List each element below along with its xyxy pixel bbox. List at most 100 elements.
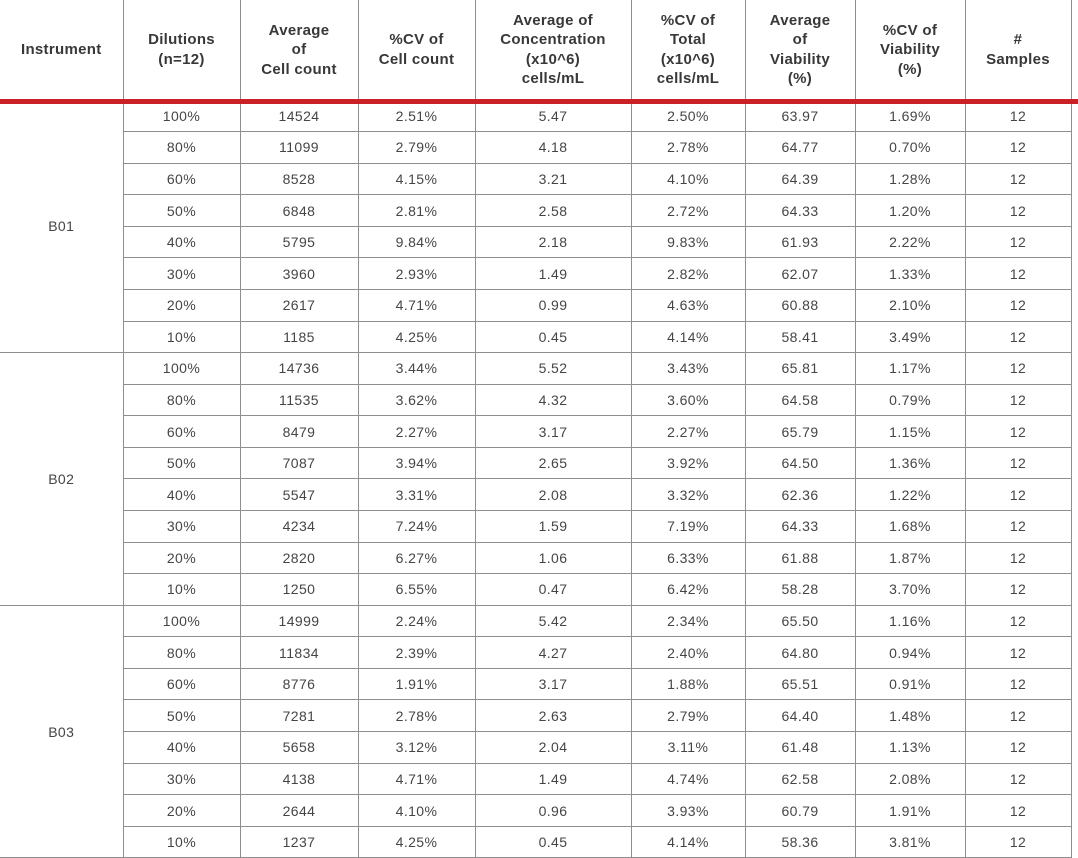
cell-cv-total: 4.14% xyxy=(630,825,746,858)
cell-num-samples: 12 xyxy=(964,446,1072,480)
cell-cv-viability: 0.70% xyxy=(854,131,966,164)
cell-avg-concentration: 2.04 xyxy=(474,731,632,764)
cell-num-samples: 12 xyxy=(964,320,1072,354)
cell-dilutions: 10% xyxy=(122,825,241,858)
header-row: Instrument Dilutions (n=12) Average of Cel… xyxy=(0,0,1072,100)
cell-cv-cell-count: 4.71% xyxy=(357,762,476,796)
cell-cv-viability: 1.17% xyxy=(854,352,966,385)
table-body: B01 100% 14524 2.51% 5.47 2.50% 63.97 1.69% 12 80… xyxy=(0,99,1072,858)
cell-avg-concentration: 0.99 xyxy=(474,288,632,322)
cell-avg-cell-count: 7087 xyxy=(239,446,359,480)
cell-avg-concentration: 1.49 xyxy=(474,762,632,796)
column-header-avg-viability: Average of Viability (%) xyxy=(744,0,856,100)
cell-instrument: B02 xyxy=(0,352,124,606)
cell-cv-viability: 3.49% xyxy=(854,320,966,354)
table-row: 20% 2644 4.10% 0.96 3.93% 60.79 1.91% 12 xyxy=(0,794,1072,827)
cell-cv-viability: 1.15% xyxy=(854,415,966,448)
cell-avg-concentration: 2.58 xyxy=(474,194,632,227)
cell-num-samples: 12 xyxy=(964,225,1072,259)
cell-avg-viability: 65.79 xyxy=(744,415,856,448)
cell-cv-cell-count: 2.78% xyxy=(357,699,476,733)
cell-num-samples: 12 xyxy=(964,573,1072,606)
cell-avg-viability: 64.33 xyxy=(744,194,856,227)
table-row: 50% 7281 2.78% 2.63 2.79% 64.40 1.48% 12 xyxy=(0,699,1072,733)
cell-cv-viability: 3.70% xyxy=(854,573,966,606)
cell-cv-viability: 1.68% xyxy=(854,510,966,543)
cell-avg-cell-count: 1185 xyxy=(239,320,359,354)
cell-cv-viability: 1.20% xyxy=(854,194,966,227)
cell-avg-viability: 64.33 xyxy=(744,510,856,543)
table-row: 10% 1185 4.25% 0.45 4.14% 58.41 3.49% 12 xyxy=(0,320,1072,354)
table-row: 10% 1250 6.55% 0.47 6.42% 58.28 3.70% 12 xyxy=(0,573,1072,606)
cell-cv-cell-count: 6.27% xyxy=(357,541,476,575)
cell-avg-viability: 60.79 xyxy=(744,794,856,827)
cell-avg-concentration: 0.45 xyxy=(474,320,632,354)
cell-cv-cell-count: 2.51% xyxy=(357,99,476,133)
table-row: 20% 2617 4.71% 0.99 4.63% 60.88 2.10% 12 xyxy=(0,288,1072,322)
cell-avg-concentration: 5.52 xyxy=(474,352,632,385)
cell-num-samples: 12 xyxy=(964,636,1072,669)
cell-avg-concentration: 0.45 xyxy=(474,825,632,858)
cell-cv-viability: 2.08% xyxy=(854,762,966,796)
cell-avg-cell-count: 14524 xyxy=(239,99,359,133)
table-row: 60% 8776 1.91% 3.17 1.88% 65.51 0.91% 12 xyxy=(0,667,1072,701)
cell-cv-total: 2.50% xyxy=(630,99,746,133)
column-header-avg-concentration: Average of Concentration (x10^6) cells/m… xyxy=(474,0,632,100)
cell-avg-cell-count: 8528 xyxy=(239,162,359,196)
cell-dilutions: 60% xyxy=(122,415,241,448)
cell-avg-concentration: 4.27 xyxy=(474,636,632,669)
cell-cv-total: 2.27% xyxy=(630,415,746,448)
cell-avg-viability: 64.39 xyxy=(744,162,856,196)
cell-num-samples: 12 xyxy=(964,162,1072,196)
cell-dilutions: 40% xyxy=(122,225,241,259)
cell-num-samples: 12 xyxy=(964,194,1072,227)
cell-cv-viability: 1.22% xyxy=(854,478,966,512)
cell-cv-total: 3.11% xyxy=(630,731,746,764)
cell-cv-cell-count: 4.71% xyxy=(357,288,476,322)
cell-avg-cell-count: 5795 xyxy=(239,225,359,259)
cell-avg-viability: 60.88 xyxy=(744,288,856,322)
cell-dilutions: 80% xyxy=(122,636,241,669)
cell-cv-cell-count: 2.24% xyxy=(357,604,476,638)
cell-num-samples: 12 xyxy=(964,731,1072,764)
cell-avg-cell-count: 3960 xyxy=(239,257,359,290)
cell-cv-total: 2.72% xyxy=(630,194,746,227)
cell-dilutions: 10% xyxy=(122,573,241,606)
cell-avg-concentration: 2.65 xyxy=(474,446,632,480)
header-accent-rule xyxy=(0,99,1078,104)
cell-cv-viability: 2.10% xyxy=(854,288,966,322)
cell-num-samples: 12 xyxy=(964,794,1072,827)
cell-dilutions: 100% xyxy=(122,99,241,133)
cell-avg-concentration: 3.17 xyxy=(474,415,632,448)
cell-dilutions: 30% xyxy=(122,762,241,796)
cell-num-samples: 12 xyxy=(964,131,1072,164)
cell-cv-cell-count: 3.62% xyxy=(357,383,476,417)
column-header-instrument: Instrument xyxy=(0,0,124,100)
cell-dilutions: 60% xyxy=(122,162,241,196)
cell-cv-viability: 1.48% xyxy=(854,699,966,733)
cell-avg-viability: 62.07 xyxy=(744,257,856,290)
cell-avg-cell-count: 8479 xyxy=(239,415,359,448)
cell-avg-viability: 65.50 xyxy=(744,604,856,638)
cell-dilutions: 100% xyxy=(122,604,241,638)
cell-cv-cell-count: 2.39% xyxy=(357,636,476,669)
cell-num-samples: 12 xyxy=(964,762,1072,796)
cell-instrument: B01 xyxy=(0,99,124,354)
table-row: 10% 1237 4.25% 0.45 4.14% 58.36 3.81% 12 xyxy=(0,825,1072,858)
cell-dilutions: 40% xyxy=(122,478,241,512)
table-row: 50% 6848 2.81% 2.58 2.72% 64.33 1.20% 12 xyxy=(0,194,1072,227)
cell-avg-concentration: 3.21 xyxy=(474,162,632,196)
cell-cv-cell-count: 2.79% xyxy=(357,131,476,164)
table-row: 30% 4234 7.24% 1.59 7.19% 64.33 1.68% 12 xyxy=(0,510,1072,543)
cell-num-samples: 12 xyxy=(964,352,1072,385)
table-row: 50% 7087 3.94% 2.65 3.92% 64.50 1.36% 12 xyxy=(0,446,1072,480)
cell-avg-concentration: 0.47 xyxy=(474,573,632,606)
cell-cv-cell-count: 2.27% xyxy=(357,415,476,448)
table-row: B02 100% 14736 3.44% 5.52 3.43% 65.81 1.17% 12 xyxy=(0,352,1072,606)
cell-cv-total: 2.34% xyxy=(630,604,746,638)
cell-avg-viability: 58.41 xyxy=(744,320,856,354)
cell-num-samples: 12 xyxy=(964,288,1072,322)
cell-avg-cell-count: 14999 xyxy=(239,604,359,638)
